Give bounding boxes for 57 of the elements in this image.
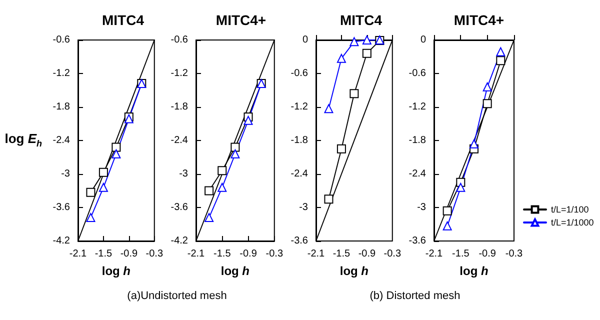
x-tick-label: -0.3 <box>266 248 284 260</box>
x-tick-label: -1.5 <box>94 248 113 260</box>
y-tick-label: -3.6 <box>170 202 188 213</box>
legend-label: t/L=1/100 <box>551 204 589 214</box>
x-axis-title: log h <box>220 264 250 278</box>
x-tick-label: -2.1 <box>425 248 444 260</box>
y-tick-label: -2.4 <box>408 168 426 180</box>
x-tick-label: -0.9 <box>240 248 258 260</box>
y-tick-label: -4.2 <box>170 236 188 246</box>
y-tick-label: -0.6 <box>52 34 70 46</box>
x-tick-label: -0.9 <box>478 248 496 260</box>
x-axis-title: log h <box>460 264 488 278</box>
y-tick-label: -1.2 <box>408 102 426 112</box>
y-tick-label: -3 <box>417 202 426 213</box>
y-tick-label: -3.6 <box>52 202 70 213</box>
y-tick-label: -1.8 <box>290 135 308 146</box>
y-tick-label: -1.2 <box>170 68 188 79</box>
y-tick-label: -0.6 <box>170 34 188 46</box>
chart-title: MITC4+ <box>216 12 266 28</box>
y-tick-label: -3 <box>299 202 308 213</box>
y-tick-label: -0.6 <box>408 68 426 79</box>
y-tick-label: -2.4 <box>52 135 70 146</box>
y-tick-label: -1.8 <box>170 102 188 112</box>
x-tick-label: -2.1 <box>69 248 88 260</box>
x-tick-label: -2.1 <box>187 248 206 260</box>
y-tick-label: -3.6 <box>408 236 426 246</box>
x-tick-label: -0.3 <box>384 248 402 260</box>
y-tick-label: -2.4 <box>290 168 308 180</box>
x-tick-label: -1.5 <box>214 248 232 260</box>
x-tick-label: -0.9 <box>120 248 138 260</box>
legend-label: t/L=1/1000 <box>551 218 594 228</box>
x-tick-label: -0.3 <box>146 248 164 260</box>
y-tick-label: -1.2 <box>290 102 308 112</box>
y-tick-label: -1.2 <box>52 68 70 79</box>
chart-title: MITC4 <box>340 12 382 28</box>
y-tick-label: 0 <box>420 34 426 46</box>
chart-title: MITC4 <box>102 12 144 28</box>
y-tick-label: -3 <box>61 168 70 180</box>
y-tick-label: -1.8 <box>408 135 426 146</box>
y-tick-label: -3 <box>179 168 188 180</box>
x-tick-label: -1.5 <box>332 248 351 260</box>
x-tick-label: -0.3 <box>505 248 524 260</box>
y-tick-label: -0.6 <box>290 68 308 79</box>
y-tick-label: -4.2 <box>52 236 70 246</box>
x-axis-title: log h <box>102 264 131 278</box>
x-tick-label: -2.1 <box>307 248 326 260</box>
x-axis-title: log h <box>340 264 369 278</box>
y-tick-label: 0 <box>302 34 308 46</box>
y-tick-label: -2.4 <box>170 135 188 146</box>
text: (a)Undistorted mesh <box>127 290 227 302</box>
x-tick-label: -1.5 <box>452 248 470 260</box>
x-tick-label: -0.9 <box>358 248 376 260</box>
y-axis-title: log E$_{h}$ <box>4 131 42 149</box>
text: (b) Distorted mesh <box>370 290 460 302</box>
chart-title: MITC4+ <box>454 12 504 28</box>
y-tick-label: -3.6 <box>290 236 308 246</box>
y-tick-label: -1.8 <box>52 102 70 112</box>
